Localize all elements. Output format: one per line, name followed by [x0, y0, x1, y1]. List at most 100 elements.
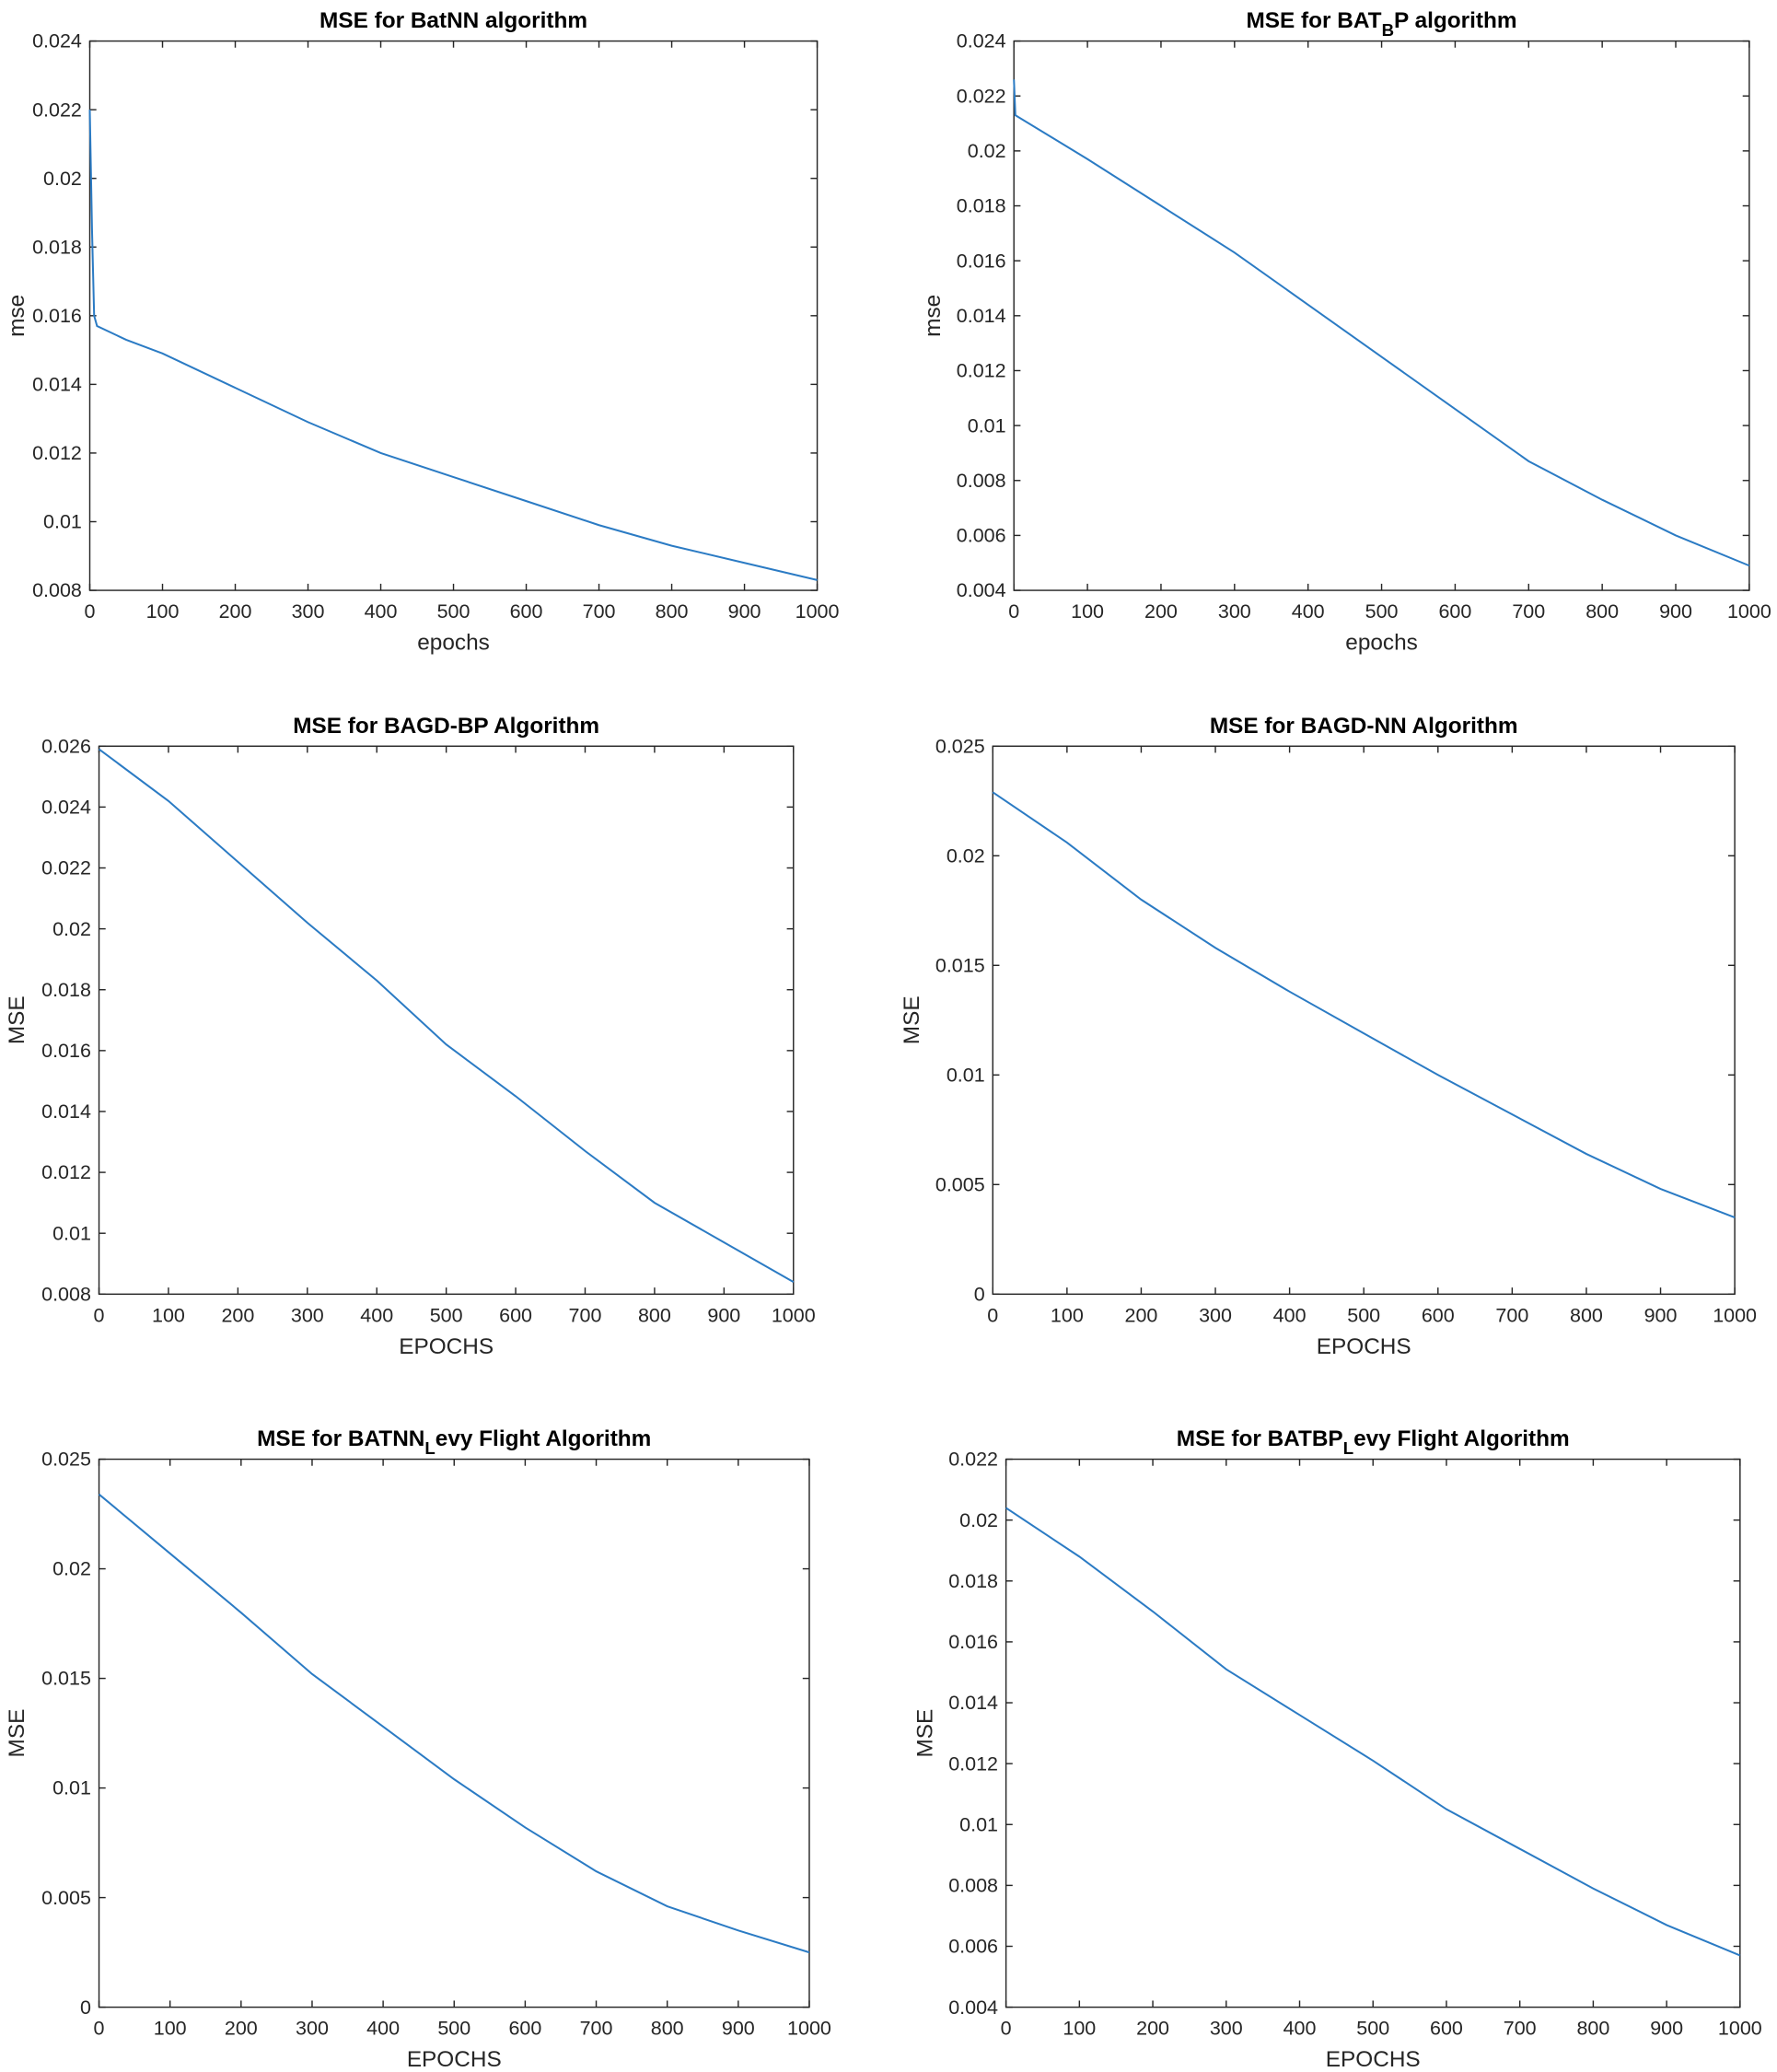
y-axis-label: MSE [5, 1709, 29, 1758]
x-axis-label: epochs [1345, 631, 1418, 656]
x-tick-label: 200 [219, 600, 252, 623]
x-axis-label: EPOCHS [399, 1334, 494, 1359]
y-tick-label: 0.008 [957, 470, 1006, 492]
y-tick-label: 0.02 [947, 844, 985, 867]
y-tick-label: 0.008 [32, 579, 82, 601]
x-tick-label: 900 [722, 2018, 755, 2040]
y-tick-label: 0.006 [957, 525, 1006, 547]
y-tick-label: 0.025 [41, 1449, 91, 1471]
y-tick-label: 0.016 [41, 1040, 91, 1062]
y-tick-label: 0.018 [957, 195, 1006, 217]
title-text: MSE for BAGD-BP Algorithm [293, 714, 599, 739]
x-tick-label: 400 [1273, 1304, 1307, 1326]
y-tick-label: 0.01 [968, 414, 1006, 437]
y-tick-label: 0.008 [41, 1283, 91, 1305]
x-tick-label: 100 [154, 2018, 187, 2040]
x-tick-label: 700 [569, 1304, 602, 1326]
chart-title: MSE for BATBPLevy Flight Algorithm [1177, 1426, 1570, 1458]
y-tick-label: 0.012 [32, 442, 82, 464]
title-text: MSE for BAT [1247, 8, 1382, 33]
title-text-rest: evy Flight Algorithm [436, 1426, 652, 1451]
y-tick-label: 0.016 [32, 305, 82, 327]
title-text: MSE for BATNN [257, 1426, 424, 1451]
x-tick-label: 900 [728, 600, 761, 623]
x-tick-label: 700 [1512, 600, 1545, 623]
x-tick-label: 300 [296, 2018, 329, 2040]
plot-area [88, 40, 819, 591]
x-tick-label: 300 [292, 600, 325, 623]
y-tick-label: 0.014 [32, 374, 82, 396]
y-tick-label: 0.01 [959, 1813, 998, 1835]
y-tick-label: 0.02 [968, 140, 1006, 162]
y-tick-label: 0.024 [957, 30, 1006, 52]
x-tick-label: 200 [225, 2018, 258, 2040]
x-tick-label: 400 [360, 1304, 393, 1326]
x-tick-label: 500 [1365, 600, 1399, 623]
y-tick-label: 0.005 [935, 1173, 985, 1195]
y-tick-label: 0.022 [948, 1449, 998, 1471]
y-tick-label: 0.006 [948, 1936, 998, 1958]
x-tick-label: 800 [1585, 600, 1619, 623]
y-tick-label: 0.022 [41, 857, 91, 879]
y-tick-label: 0.01 [52, 1777, 91, 1799]
y-tick-label: 0.022 [957, 85, 1006, 107]
x-tick-label: 500 [437, 600, 470, 623]
y-tick-label: 0.018 [948, 1570, 998, 1592]
y-tick-label: 0.016 [948, 1631, 998, 1653]
y-tick-label: 0.02 [959, 1509, 998, 1531]
x-tick-label: 200 [1144, 600, 1178, 623]
y-tick-label: 0.01 [947, 1064, 985, 1086]
x-axis-label: EPOCHS [1326, 2047, 1421, 2072]
plot-area [98, 745, 795, 1296]
y-axis-label: mse [5, 295, 29, 337]
y-axis-label: MSE [912, 1709, 937, 1758]
x-axis-label: epochs [417, 631, 490, 656]
y-tick-label: 0.014 [41, 1100, 91, 1123]
y-tick-label: 0 [974, 1283, 985, 1305]
y-tick-label: 0.012 [948, 1752, 998, 1775]
x-tick-label: 800 [638, 1304, 671, 1326]
plot-area [1013, 40, 1750, 591]
x-tick-label: 600 [499, 1304, 532, 1326]
y-tick-label: 0.005 [41, 1887, 91, 1909]
plot-area [1005, 1458, 1741, 2008]
title-text: MSE for BATBP [1177, 1426, 1343, 1451]
x-tick-label: 400 [365, 600, 398, 623]
x-tick-label: 800 [651, 2018, 684, 2040]
y-tick-label: 0.02 [52, 1558, 91, 1580]
x-tick-label: 0 [94, 2018, 105, 2040]
x-tick-label: 400 [1283, 2018, 1317, 2040]
x-tick-label: 900 [1650, 2018, 1683, 2040]
title-text-rest: evy Flight Algorithm [1353, 1426, 1570, 1451]
x-tick-label: 900 [1644, 1304, 1678, 1326]
x-tick-label: 0 [94, 1304, 105, 1326]
x-tick-label: 0 [1001, 2018, 1012, 2040]
chart-panel-6: 0 100 200 300 400 500 600 700 800 900 1000 0.004 0.0… [912, 1426, 1761, 2072]
x-tick-label: 100 [146, 600, 180, 623]
y-tick-label: 0.015 [41, 1668, 91, 1690]
title-subscript: L [424, 1438, 435, 1458]
chart-title: MSE for BAGD-NN Algorithm [1210, 714, 1518, 739]
x-tick-label: 500 [1347, 1304, 1380, 1326]
mse-series-line [1013, 79, 1750, 567]
y-tick-label: 0.008 [948, 1875, 998, 1897]
title-subscript: L [1343, 1438, 1353, 1458]
x-tick-label: 0 [1008, 600, 1019, 623]
chart-panel-2: 0 100 200 300 400 500 600 700 800 900 1000 0.004 0.0… [921, 8, 1771, 655]
x-axis-label: EPOCHS [407, 2047, 502, 2072]
y-tick-label: 0.012 [957, 360, 1006, 382]
title-subscript: B [1382, 20, 1394, 40]
x-tick-label: 1000 [1727, 600, 1771, 623]
x-tick-label: 900 [1659, 600, 1692, 623]
mse-series-line [88, 110, 818, 581]
x-tick-label: 0 [987, 1304, 998, 1326]
chart-title: MSE for BatNN algorithm [319, 8, 587, 33]
x-tick-label: 800 [656, 600, 689, 623]
x-tick-label: 1000 [772, 1304, 816, 1326]
y-tick-label: 0.015 [935, 954, 985, 976]
x-tick-label: 500 [430, 1304, 463, 1326]
chart-panel-3: 0 100 200 300 400 500 600 700 800 900 1000 0.008 0.0… [5, 714, 816, 1359]
x-tick-label: 600 [1422, 1304, 1455, 1326]
x-tick-label: 500 [1356, 2018, 1389, 2040]
